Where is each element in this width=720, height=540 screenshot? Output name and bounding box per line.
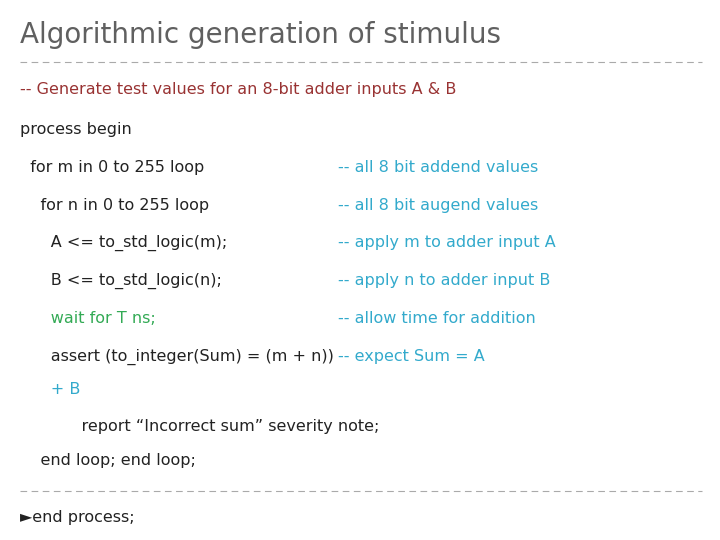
- Text: -- all 8 bit augend values: -- all 8 bit augend values: [338, 198, 539, 213]
- Text: -- all 8 bit addend values: -- all 8 bit addend values: [338, 160, 539, 175]
- Text: + B: + B: [20, 382, 81, 397]
- Text: A <= to_std_logic(m);: A <= to_std_logic(m);: [20, 235, 228, 251]
- Text: wait for T ns;: wait for T ns;: [20, 311, 156, 326]
- Text: for m in 0 to 255 loop: for m in 0 to 255 loop: [20, 160, 204, 175]
- Text: ►end process;: ►end process;: [20, 510, 135, 525]
- Text: -- apply m to adder input A: -- apply m to adder input A: [338, 235, 556, 251]
- Text: assert (to_integer(Sum) = (m + n)): assert (to_integer(Sum) = (m + n)): [20, 348, 334, 364]
- Text: B <= to_std_logic(n);: B <= to_std_logic(n);: [20, 273, 222, 289]
- Text: end loop; end loop;: end loop; end loop;: [20, 453, 196, 468]
- Text: -- allow time for addition: -- allow time for addition: [338, 311, 536, 326]
- Text: report “Incorrect sum” severity note;: report “Incorrect sum” severity note;: [20, 419, 379, 434]
- Text: -- Generate test values for an 8-bit adder inputs A & B: -- Generate test values for an 8-bit add…: [20, 82, 456, 97]
- Text: -- expect Sum = A: -- expect Sum = A: [338, 349, 485, 364]
- Text: process begin: process begin: [20, 122, 132, 137]
- Text: Algorithmic generation of stimulus: Algorithmic generation of stimulus: [20, 21, 501, 49]
- Text: for n in 0 to 255 loop: for n in 0 to 255 loop: [20, 198, 210, 213]
- Text: -- apply n to adder input B: -- apply n to adder input B: [338, 273, 551, 288]
